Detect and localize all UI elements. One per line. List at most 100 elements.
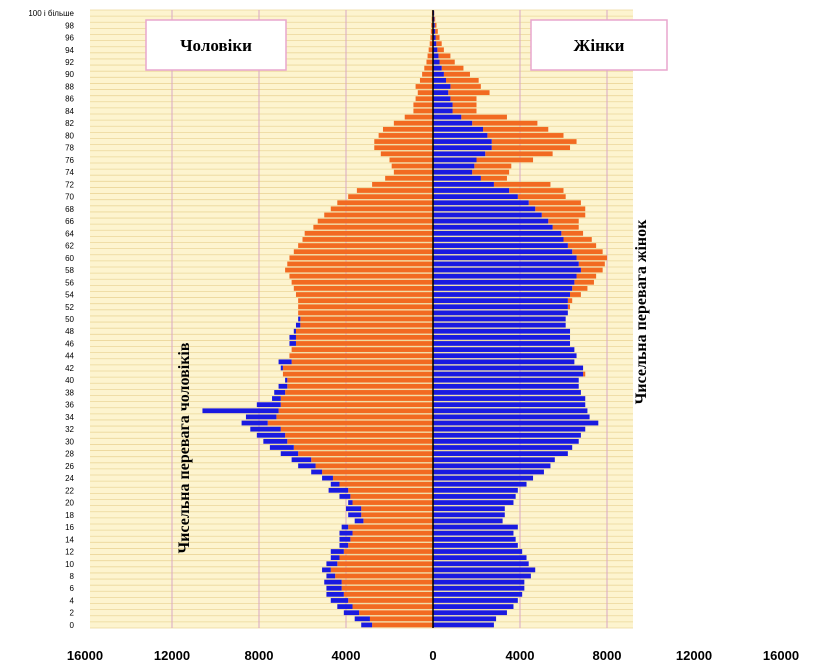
age-tick-label: 68	[65, 205, 74, 214]
female-bar	[433, 426, 586, 432]
male-excess-bar	[241, 420, 268, 426]
x-tick-labels: 16000 12000 8000 4000 0 4000 8000 12000 16000	[67, 648, 799, 663]
male-common-bar	[322, 469, 433, 475]
male-common-bar	[361, 512, 433, 518]
age-tick-label: 32	[65, 425, 74, 434]
male-bar	[291, 347, 433, 352]
male-bar	[385, 175, 433, 181]
male-excess-bar	[326, 591, 344, 597]
male-excess-bar	[326, 585, 342, 591]
female-bar	[433, 591, 523, 597]
male-excess-bar	[269, 445, 294, 450]
male-bar	[429, 41, 433, 47]
female-excess-bar	[441, 65, 464, 71]
female-excess-bar	[487, 133, 564, 138]
male-common-bar	[300, 322, 433, 328]
female-bar	[433, 438, 579, 444]
male-bar	[389, 157, 433, 163]
male-common-bar	[339, 481, 433, 487]
male-excess-bar	[324, 579, 342, 585]
male-bar	[293, 249, 433, 255]
male-excess-bar	[256, 402, 281, 408]
female-common-bar	[433, 310, 568, 316]
female-excess-bar	[485, 151, 553, 157]
male-common-bar	[280, 402, 433, 408]
female-common-bar	[433, 267, 581, 273]
male-bar	[374, 139, 433, 144]
x-tick-label: 8000	[593, 648, 622, 663]
age-tick-label: 90	[65, 70, 74, 79]
male-bar	[391, 163, 433, 169]
female-excess-bar	[435, 29, 438, 34]
female-excess-annotation: Чисельна перевага жінок	[633, 219, 650, 405]
male-excess-bar	[298, 316, 301, 322]
male-common-bar	[343, 549, 433, 554]
female-bar	[433, 487, 518, 493]
male-bar	[393, 120, 433, 126]
male-excess-bar	[330, 598, 349, 603]
female-bar	[433, 543, 518, 548]
age-tick-label: 96	[65, 34, 74, 43]
male-common-bar	[330, 567, 433, 573]
female-bar	[433, 457, 555, 463]
age-tick-label: 94	[65, 46, 74, 55]
male-bar	[348, 194, 433, 200]
male-excess-bar	[274, 390, 286, 395]
female-common-bar	[433, 181, 494, 187]
male-excess-bar	[341, 524, 349, 530]
female-common-bar	[433, 53, 439, 59]
age-tick-label: 80	[65, 131, 74, 140]
female-bar	[433, 610, 507, 616]
age-tick-label: 66	[65, 217, 74, 226]
female-bar	[433, 463, 551, 469]
male-bar	[298, 243, 433, 248]
age-tick-label: 86	[65, 95, 74, 104]
female-bar	[433, 512, 505, 518]
age-tick-label: 30	[65, 437, 74, 446]
male-bar	[287, 261, 433, 267]
male-excess-bar	[278, 359, 292, 365]
female-bar	[433, 328, 571, 334]
male-bar	[293, 286, 433, 291]
male-excess-bar	[202, 408, 279, 414]
male-excess-bar	[361, 622, 373, 628]
male-bar	[430, 29, 433, 34]
male-excess-bar	[311, 469, 323, 475]
age-tick-label: 78	[65, 144, 74, 153]
male-bar	[317, 218, 433, 224]
female-common-bar	[433, 163, 475, 169]
age-tick-label: 70	[65, 193, 74, 202]
male-excess-bar	[339, 536, 351, 542]
male-excess-bar	[343, 610, 360, 616]
male-common-bar	[291, 359, 433, 365]
female-bar	[433, 549, 523, 554]
male-bar	[413, 108, 433, 114]
male-bar	[295, 292, 433, 297]
female-excess-bar	[491, 139, 577, 144]
male-bar	[382, 126, 433, 132]
male-excess-bar	[330, 555, 340, 561]
male-bar	[431, 22, 433, 28]
female-excess-bar	[439, 59, 455, 65]
age-tick-label: 88	[65, 82, 74, 91]
female-common-bar	[433, 108, 453, 114]
age-tick-label: 60	[65, 254, 74, 263]
female-excess-bar	[567, 243, 597, 248]
male-excess-bar	[328, 487, 349, 493]
male-bar	[289, 255, 433, 261]
male-excess-annotation: Чисельна перевага чоловіків	[176, 342, 193, 553]
male-bar	[337, 200, 433, 206]
male-common-bar	[348, 524, 433, 530]
male-excess-bar	[337, 604, 353, 609]
female-bar	[433, 377, 579, 383]
age-tick-label: 26	[65, 462, 74, 471]
gender-excess-bars	[267, 10, 607, 628]
x-tick-label: 0	[429, 648, 436, 663]
male-bar	[289, 273, 433, 279]
female-bar	[433, 408, 588, 414]
female-excess-bar	[576, 255, 607, 261]
male-bar	[426, 59, 433, 65]
age-tick-label: 64	[65, 229, 74, 238]
female-common-bar	[433, 212, 542, 218]
female-excess-bar	[509, 188, 564, 193]
